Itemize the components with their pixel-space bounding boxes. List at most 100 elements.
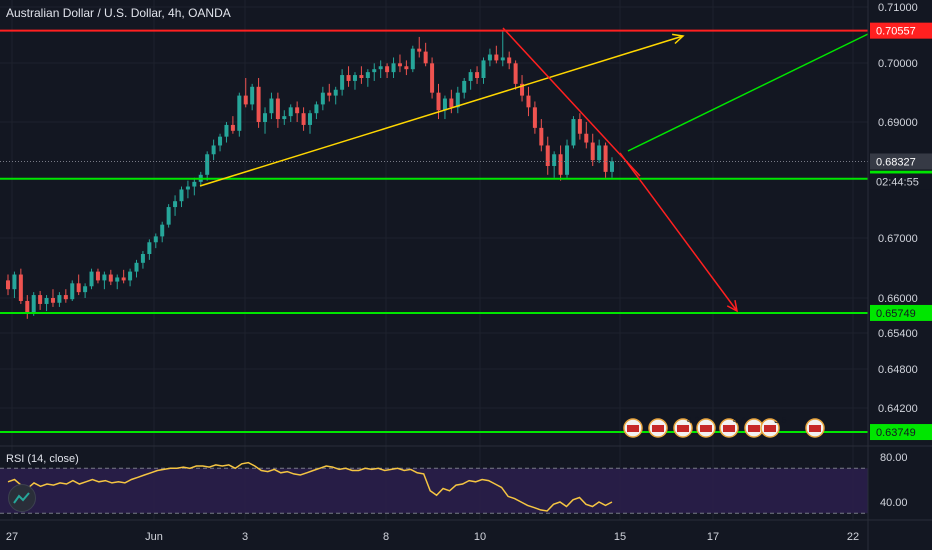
candle-body	[455, 92, 460, 108]
level-price-tag-label: 0.65749	[876, 308, 916, 320]
countdown-label: 02:44:55	[876, 176, 919, 188]
candle-body	[571, 119, 576, 146]
yellow-trend-arrow-head	[672, 33, 685, 45]
time-axis[interactable]: 27 Jun 3 8 10 15 17 22	[0, 519, 932, 543]
candle-body	[520, 83, 525, 96]
candle-body	[160, 224, 165, 237]
candle-body	[500, 57, 505, 61]
candle-body	[397, 63, 402, 67]
candle-body	[134, 262, 139, 272]
candle-body	[410, 48, 415, 70]
candle-body	[603, 145, 608, 172]
rsi-tick-label: 80.00	[880, 452, 908, 464]
time-tick-label: Jun	[145, 531, 163, 543]
candle-body	[179, 189, 184, 202]
time-tick-label: 3	[242, 531, 248, 543]
price-tick-label: 0.65400	[878, 328, 918, 340]
candle-body	[320, 92, 325, 105]
candle-body	[102, 274, 107, 281]
candle-body	[584, 133, 589, 143]
candle-body	[610, 161, 614, 172]
candle-body	[423, 51, 428, 64]
candle-body	[545, 145, 550, 166]
candle-body	[57, 295, 62, 303]
candle-body	[166, 207, 171, 225]
candle-body	[147, 242, 152, 254]
rsi-tick-label: 40.00	[880, 497, 908, 509]
event-flag-stripe	[809, 425, 821, 432]
red-trend-arrow	[619, 152, 738, 312]
chart-title: Australian Dollar / U.S. Dollar, 4h, OAN…	[6, 6, 231, 20]
event-count-label: 4 4	[733, 415, 746, 425]
candle-body	[494, 54, 499, 61]
green-trend-line	[627, 33, 869, 152]
event-count-label: 4 2	[687, 415, 700, 425]
candle-body	[565, 145, 570, 175]
event-flag-stripe	[723, 425, 735, 432]
candle-body	[18, 274, 23, 301]
economic-events-row[interactable]: 4 2 4 4 3 5	[623, 415, 825, 438]
candle-body	[275, 98, 280, 120]
candle-body	[449, 98, 454, 108]
tradingview-logo-icon[interactable]	[8, 484, 36, 512]
price-axis[interactable]: 0.71000 0.70000 0.69000 0.67000 0.66000 0.654…	[867, 0, 932, 550]
candle-body	[76, 283, 81, 293]
candle-body	[308, 113, 312, 125]
price-tick-label: 0.70000	[878, 58, 918, 70]
countdown-tag	[870, 173, 932, 190]
event-flag-stripe	[700, 425, 712, 432]
candle-body	[12, 274, 17, 290]
candle-body	[263, 113, 268, 122]
candle-body	[513, 63, 518, 84]
candle-body	[487, 54, 492, 61]
level-price-tag	[870, 424, 932, 441]
candle-body	[50, 298, 55, 303]
candle-body	[481, 60, 486, 78]
candle-body	[436, 92, 441, 111]
candle-body	[89, 271, 94, 287]
candle-body	[83, 286, 88, 293]
event-flag-stripe	[652, 425, 664, 432]
candle-body	[462, 80, 467, 93]
candle-body	[442, 98, 447, 111]
candle-body	[288, 107, 293, 117]
candle-body	[590, 142, 595, 161]
candle-body	[385, 66, 390, 73]
price-tick-label: 0.69000	[878, 117, 918, 129]
price-tick-label: 0.64200	[878, 403, 918, 415]
level-price-tag-label: 0.70557	[876, 26, 916, 38]
candle-body	[192, 181, 197, 187]
candle-body	[185, 186, 190, 190]
candle-body	[153, 236, 158, 243]
rsi-pane	[0, 445, 932, 514]
candle-body	[301, 113, 306, 125]
candle-body	[597, 145, 602, 161]
rsi-label: RSI (14, close)	[6, 453, 79, 465]
red-trend-line	[502, 27, 641, 177]
candle-body	[205, 154, 210, 175]
candle-body	[250, 86, 255, 105]
candle-body	[44, 298, 49, 304]
time-tick-label: 15	[614, 531, 626, 543]
yellow-trend-arrow	[199, 35, 684, 187]
rsi-line	[7, 461, 613, 512]
candle-body	[282, 116, 287, 120]
candle-body	[346, 75, 351, 81]
event-flag-stripe	[677, 425, 689, 432]
candle-body	[526, 95, 531, 108]
candle-body	[577, 119, 582, 134]
candle-body	[95, 271, 100, 281]
candle-body	[295, 107, 300, 114]
candle-body	[140, 254, 145, 263]
price-tick-label: 0.64800	[878, 364, 918, 376]
event-count-label: 3 5	[774, 415, 787, 425]
candle-body	[243, 95, 248, 105]
current-price-tag	[870, 153, 932, 170]
candle-body	[70, 283, 75, 300]
price-tick-label: 0.71000	[878, 2, 918, 14]
candle-body	[211, 145, 216, 155]
price-tick-label: 0.66000	[878, 293, 918, 305]
candles	[6, 31, 614, 319]
candle-body	[430, 63, 435, 93]
